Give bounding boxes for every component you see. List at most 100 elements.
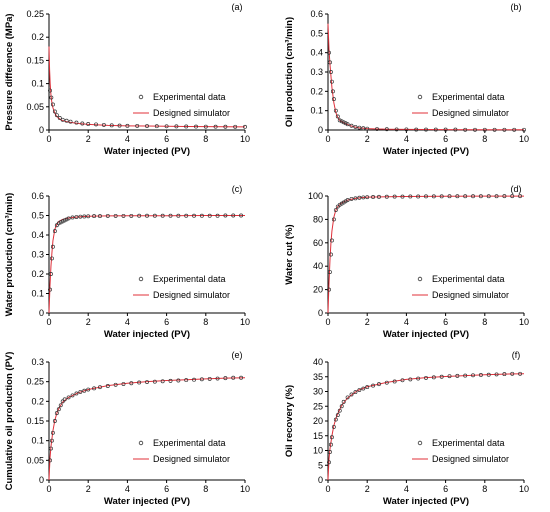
experimental-point bbox=[66, 395, 71, 400]
experimental-point bbox=[184, 124, 189, 129]
experimental-point bbox=[333, 417, 338, 422]
experimental-point bbox=[48, 287, 52, 292]
experimental-point bbox=[215, 213, 220, 218]
experimental-point bbox=[92, 386, 97, 391]
y-tick-label: 15 bbox=[313, 431, 323, 441]
experimental-point bbox=[431, 194, 436, 199]
experimental-point bbox=[152, 213, 157, 218]
legend: Experimental data Designed simulator bbox=[133, 438, 230, 464]
experimental-point bbox=[400, 194, 405, 199]
experimental-point bbox=[328, 442, 333, 447]
experimental-point bbox=[408, 194, 413, 199]
experimental-point bbox=[357, 125, 362, 130]
experimental-point bbox=[335, 413, 340, 418]
experimental-point bbox=[101, 122, 106, 127]
experimental-point bbox=[48, 458, 52, 463]
experimental-point bbox=[377, 194, 381, 199]
legend-marker-experimental bbox=[417, 276, 423, 282]
experimental-point bbox=[339, 201, 344, 206]
experimental-point bbox=[455, 373, 460, 378]
experimental-point bbox=[329, 79, 334, 84]
y-axis-label: Oil recovery (%) bbox=[284, 385, 295, 457]
y-tick-label: 100 bbox=[308, 191, 323, 201]
experimental-point bbox=[58, 403, 63, 408]
experimental-point bbox=[408, 377, 413, 382]
y-tick-label: 0 bbox=[318, 475, 323, 485]
x-tick-label: 4 bbox=[404, 317, 409, 327]
y-tick-label: 0.15 bbox=[26, 416, 44, 426]
experimental-point bbox=[62, 218, 67, 223]
experimental-point bbox=[486, 372, 491, 377]
experimental-point bbox=[375, 127, 379, 131]
legend-label-simulator: Designed simulator bbox=[432, 108, 509, 118]
experimental-point bbox=[176, 378, 181, 383]
legend-marker-experimental bbox=[417, 94, 423, 100]
experimental-point bbox=[341, 399, 346, 404]
experimental-point bbox=[215, 376, 220, 381]
x-tick-label: 8 bbox=[203, 484, 208, 494]
x-tick-label: 6 bbox=[443, 484, 448, 494]
experimental-point bbox=[327, 287, 331, 292]
experimental-point bbox=[345, 395, 350, 400]
x-tick-label: 6 bbox=[443, 134, 448, 144]
experimental-point bbox=[98, 385, 102, 390]
experimental-point bbox=[113, 213, 118, 218]
x-tick-label: 4 bbox=[125, 484, 130, 494]
x-tick-label: 6 bbox=[164, 134, 169, 144]
experimental-point bbox=[194, 124, 198, 129]
x-tick-label: 6 bbox=[443, 317, 448, 327]
experimental-point bbox=[137, 213, 142, 218]
legend: Experimental data Designed simulator bbox=[412, 274, 509, 300]
x-tick-label: 10 bbox=[240, 317, 250, 327]
experimental-point bbox=[494, 194, 499, 199]
x-tick-label: 8 bbox=[203, 134, 208, 144]
experimental-point bbox=[50, 244, 55, 249]
x-tick-label: 0 bbox=[46, 134, 51, 144]
y-tick-label: 0.1 bbox=[31, 289, 44, 299]
experimental-point bbox=[471, 194, 475, 199]
x-tick-label: 2 bbox=[365, 134, 370, 144]
experimental-point bbox=[49, 256, 54, 261]
experimental-point bbox=[60, 399, 65, 404]
experimental-point bbox=[231, 213, 236, 218]
panel-e: 0 2 4 6 8 10 0 0.05 0.1 0.15 0.2 0.25 0.3 Water injec… bbox=[4, 350, 250, 507]
x-axis-label: Water injected (PV) bbox=[383, 496, 469, 507]
panel-c: 0 2 4 6 8 10 0 0.1 0.2 0.3 0.4 0.5 0.6 Water injected… bbox=[4, 184, 250, 340]
experimental-point bbox=[192, 377, 196, 382]
experimental-point bbox=[135, 123, 140, 128]
y-tick-label: 0.6 bbox=[310, 9, 323, 19]
y-tick-label: 0.5 bbox=[310, 28, 323, 38]
experimental-point bbox=[328, 252, 333, 257]
experimental-point bbox=[105, 384, 110, 388]
y-tick-label: 0.2 bbox=[31, 396, 44, 406]
experimental-point bbox=[70, 393, 75, 398]
x-tick-label: 10 bbox=[519, 317, 529, 327]
experimental-point bbox=[152, 379, 157, 384]
experimental-point bbox=[80, 121, 85, 126]
experimental-point bbox=[392, 379, 397, 384]
experimental-point bbox=[447, 374, 452, 379]
y-tick-label: 0.4 bbox=[310, 48, 323, 58]
experimental-point bbox=[384, 380, 389, 385]
x-tick-label: 0 bbox=[325, 134, 330, 144]
experimental-point bbox=[328, 450, 332, 454]
x-tick-label: 0 bbox=[325, 317, 330, 327]
experimental-point bbox=[486, 194, 491, 199]
experimental-point bbox=[327, 50, 331, 55]
experimental-point bbox=[207, 213, 212, 218]
legend: Experimental data Designed simulator bbox=[133, 92, 230, 118]
experimental-point bbox=[78, 389, 83, 394]
experimental-point bbox=[92, 214, 97, 219]
experimental-point bbox=[518, 371, 523, 376]
experimental-point bbox=[384, 127, 389, 132]
experimental-point bbox=[82, 388, 87, 393]
y-tick-label: 0.05 bbox=[26, 455, 44, 465]
panel-f: 0 2 4 6 8 10 0 5 10 15 20 25 30 35 40 Water injected (P… bbox=[284, 350, 529, 507]
experimental-point bbox=[68, 119, 73, 124]
y-tick-label: 0.25 bbox=[26, 377, 44, 387]
experimental-point bbox=[361, 386, 366, 391]
experimental-point bbox=[424, 127, 428, 132]
experimental-point bbox=[453, 127, 458, 132]
x-axis-label: Water injected (PV) bbox=[383, 329, 469, 340]
experimental-point bbox=[331, 97, 336, 102]
